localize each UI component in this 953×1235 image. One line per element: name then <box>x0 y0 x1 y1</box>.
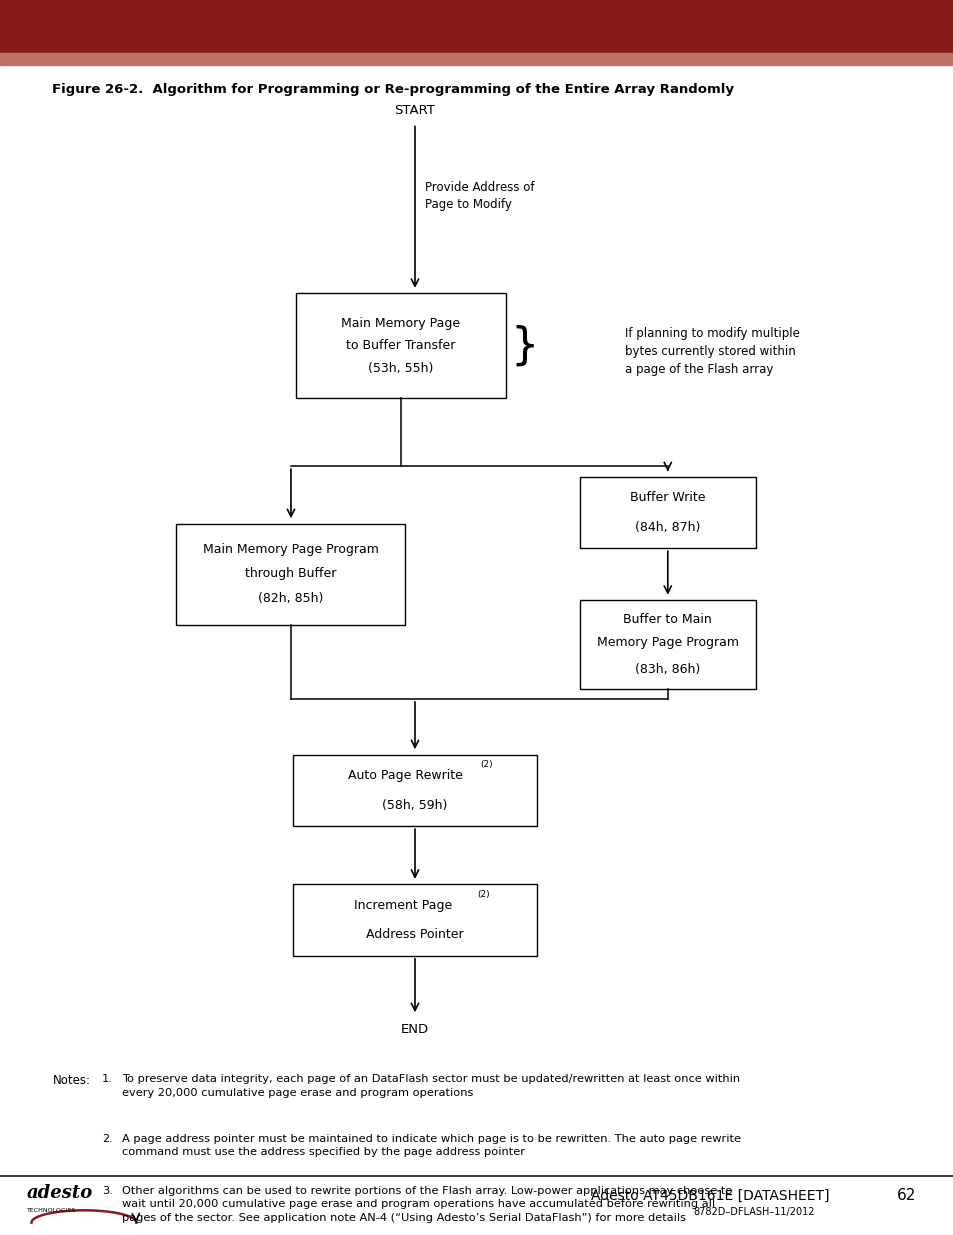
Text: (82h, 85h): (82h, 85h) <box>258 593 323 605</box>
Text: (58h, 59h): (58h, 59h) <box>382 799 447 811</box>
Text: If planning to modify multiple
bytes currently stored within
a page of the Flash: If planning to modify multiple bytes cur… <box>624 327 799 377</box>
Text: 62: 62 <box>896 1188 915 1203</box>
Text: To preserve data integrity, each page of an DataFlash sector must be updated/rew: To preserve data integrity, each page of… <box>122 1074 740 1098</box>
Bar <box>294 884 536 956</box>
Bar <box>0 53 953 65</box>
Text: 1.: 1. <box>102 1074 112 1084</box>
Text: (84h, 87h): (84h, 87h) <box>635 521 700 534</box>
Text: Main Memory Page: Main Memory Page <box>341 317 459 330</box>
Text: (83h, 86h): (83h, 86h) <box>635 663 700 676</box>
Bar <box>294 755 536 826</box>
Text: (2): (2) <box>476 889 490 899</box>
Text: Adesto AT45DB161E [DATASHEET]: Adesto AT45DB161E [DATASHEET] <box>591 1188 829 1203</box>
Text: 2.: 2. <box>102 1134 112 1144</box>
Text: (2): (2) <box>479 760 493 769</box>
Bar <box>295 294 505 398</box>
Bar <box>578 600 755 689</box>
Text: Buffer Write: Buffer Write <box>629 492 705 504</box>
Text: Notes:: Notes: <box>52 1074 91 1088</box>
Text: TECHNOLOGIES: TECHNOLOGIES <box>27 1208 76 1213</box>
Text: Other algorithms can be used to rewrite portions of the Flash array. Low-power a: Other algorithms can be used to rewrite … <box>122 1186 732 1223</box>
Text: }: } <box>510 325 538 367</box>
Text: adesto: adesto <box>27 1184 92 1202</box>
Bar <box>0 0 953 53</box>
Text: through Buffer: through Buffer <box>245 567 336 579</box>
Text: Figure 26-2.  Algorithm for Programming or Re-programming of the Entire Array Ra: Figure 26-2. Algorithm for Programming o… <box>52 83 734 96</box>
Text: Increment Page: Increment Page <box>355 899 452 911</box>
Bar <box>578 477 755 548</box>
Bar <box>176 524 405 625</box>
Text: START: START <box>395 104 435 117</box>
Text: to Buffer Transfer: to Buffer Transfer <box>346 340 455 352</box>
Text: Address Pointer: Address Pointer <box>366 929 463 941</box>
Text: Memory Page Program: Memory Page Program <box>597 636 738 648</box>
Text: END: END <box>400 1023 429 1036</box>
Text: 8782D–DFLASH–11/2012: 8782D–DFLASH–11/2012 <box>692 1207 814 1216</box>
Text: A page address pointer must be maintained to indicate which page is to be rewrit: A page address pointer must be maintaine… <box>122 1134 740 1157</box>
Text: 3.: 3. <box>102 1186 112 1195</box>
Text: Main Memory Page Program: Main Memory Page Program <box>203 543 378 556</box>
Text: Auto Page Rewrite: Auto Page Rewrite <box>348 769 462 782</box>
Text: (53h, 55h): (53h, 55h) <box>368 362 433 374</box>
Text: Buffer to Main: Buffer to Main <box>622 614 712 626</box>
Text: Provide Address of
Page to Modify: Provide Address of Page to Modify <box>424 182 534 211</box>
